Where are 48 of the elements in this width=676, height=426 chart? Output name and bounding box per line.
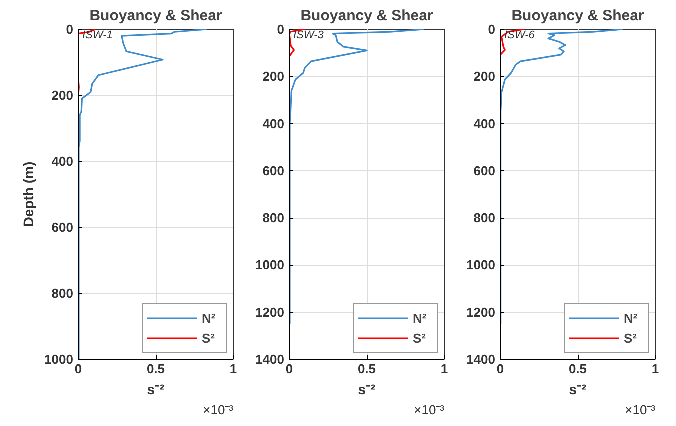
y-tick-label: 200 [52,88,74,103]
y-tick-label: 1200 [256,304,284,320]
y-tick-label: 400 [262,116,285,132]
y-tick-label: 200 [474,69,496,84]
legend-label: S² [413,330,427,346]
legend-label: N² [202,310,217,326]
text: ×10⁻³ [203,402,234,418]
legend-label: N² [624,310,639,326]
legend-label: S² [202,330,216,346]
y-tick-label: 600 [262,163,285,178]
x-tick-label: 0.5 [146,362,166,376]
x-tick-label: 0.5 [568,362,588,376]
x-tick-label: 1 [440,362,448,376]
text: ×10⁻³ [414,402,446,418]
line-series [290,30,426,325]
legend-label: N² [413,310,428,326]
x-tick-label: 1 [652,362,660,376]
annotation: ISW-1 [82,30,113,42]
x-axis-title: s⁻² [569,382,588,398]
y-tick-label: 800 [474,210,496,226]
y-tick-label: 400 [474,116,496,132]
x-tick-label: 1 [230,362,238,376]
chart-title: Buoyancy & Shear [300,8,434,24]
y-tick-label: 1000 [256,258,284,273]
legend-label: S² [624,330,638,346]
annotation: ISW-6 [504,30,536,42]
x-axis-title: s⁻² [358,382,376,398]
y-tick-label: 0 [488,22,496,37]
x-axis-title: s⁻² [147,382,166,398]
y-tick-label: 800 [52,286,74,301]
y-tick-label: 800 [262,210,285,226]
y-tick-label: 400 [52,154,74,169]
chart-title: Buoyancy & Shear [90,8,222,24]
text: ×10⁻³ [625,402,656,418]
y-tick-label: 0 [277,22,285,37]
x-tick-label: 0.5 [358,362,376,376]
y-tick-label: 600 [52,220,74,235]
y-tick-label: 1400 [466,352,496,367]
y-axis-title: Depth (m) [20,162,37,228]
y-tick-label: 0 [66,22,74,37]
annotation: ISW-3 [294,30,325,42]
y-tick-label: 1000 [466,258,496,273]
y-tick-label: 600 [474,163,496,178]
y-tick-label: 200 [262,69,285,84]
chart-title: Buoyancy & Shear [512,8,644,24]
y-tick-label: 1400 [256,352,284,367]
y-tick-label: 1000 [44,352,74,367]
y-tick-label: 1200 [466,304,496,320]
